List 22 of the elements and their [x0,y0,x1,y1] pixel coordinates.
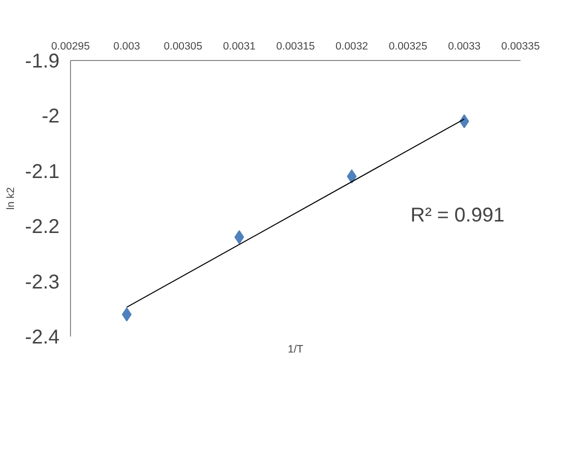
x-tick-label: 0.0032 [335,40,368,52]
point [459,114,470,128]
x-tick-label: 0.0031 [222,40,256,52]
x-tick-label: 0.00325 [388,40,428,52]
y-tick-label: -2 [42,106,60,128]
point [234,230,244,244]
x-tick-label: 0.00295 [51,40,90,52]
y-tick-label: -2.1 [25,160,60,183]
x-tick-label: 0.003 [113,40,140,52]
point [346,169,357,184]
y-tick-label: -2.3 [25,271,60,294]
point [122,307,132,322]
y-axis-title: ln k2 [5,187,18,210]
x-tick-label: 0.00315 [276,40,315,52]
y-tick-label: -2.4 [25,326,60,348]
y-tick-label: -2.2 [25,216,60,238]
x-tick-label: 0.00305 [164,40,202,52]
annotation: R² = 0.991 [410,204,504,226]
x-axis-title: 1/T [288,344,304,356]
x-tick-label: 0.00335 [501,40,540,52]
y-tick-label: -1.9 [25,50,60,72]
x-tick-label: 0.0033 [448,40,481,52]
